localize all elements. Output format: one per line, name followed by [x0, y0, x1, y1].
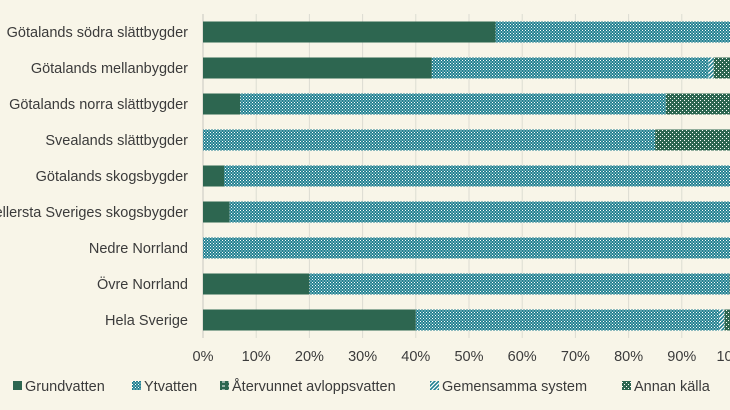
legend-swatch	[430, 381, 439, 390]
bar-segment	[240, 93, 666, 115]
bar-segment	[495, 21, 730, 43]
legend-label: Ytvatten	[144, 379, 197, 395]
bar-segment	[224, 165, 730, 187]
category-label: Mellersta Sveriges skogsbygder	[0, 205, 188, 221]
x-tick-label: 90%	[667, 349, 696, 365]
bar-segment	[203, 201, 230, 223]
bar-segment	[713, 57, 730, 79]
x-tick-label: 30%	[348, 349, 377, 365]
category-label: Götalands mellanbygder	[31, 61, 188, 77]
bars	[203, 21, 730, 331]
bar-segment	[415, 309, 720, 331]
x-tick-label: 60%	[508, 349, 537, 365]
bar-segment	[203, 165, 225, 187]
bar-segment	[203, 57, 432, 79]
legend-label: Återvunnet avloppsvatten	[232, 378, 396, 395]
bar-segment	[203, 129, 656, 151]
x-tick-label: 50%	[454, 349, 483, 365]
legend-swatch	[220, 381, 229, 390]
category-labels: Götalands södra slättbygder Götalands mel…	[0, 25, 188, 329]
x-tick-label: 80%	[614, 349, 643, 365]
bar-segment	[203, 21, 496, 43]
legend-swatch	[622, 381, 631, 390]
x-tick-label: 40%	[401, 349, 430, 365]
bar-segment	[229, 201, 730, 223]
legend-swatch	[13, 381, 22, 390]
x-tick-label: 70%	[561, 349, 590, 365]
legend-swatch	[132, 381, 141, 390]
category-label: Svealands slättbygder	[45, 133, 188, 149]
x-tick-label: 10%	[242, 349, 271, 365]
category-label: Götalands södra slättbygder	[7, 25, 189, 41]
bar-segment	[203, 309, 416, 331]
x-tick-labels: 0% 10% 20% 30% 40% 50% 60% 70% 80% 90% 100%	[193, 349, 730, 365]
x-tick-label: 0%	[193, 349, 214, 365]
category-label: Nedre Norrland	[89, 241, 188, 257]
category-label: Hela Sverige	[105, 313, 188, 329]
bar-segment	[724, 309, 730, 331]
bar-segment	[309, 273, 730, 295]
bar-segment	[203, 273, 310, 295]
bar-segment	[655, 129, 730, 151]
category-label: Övre Norrland	[97, 275, 188, 293]
bar-segment	[708, 57, 714, 79]
bar-segment	[719, 309, 725, 331]
bar-segment	[203, 93, 241, 115]
x-tick-label: 20%	[295, 349, 324, 365]
category-label: Götalands norra slättbygder	[9, 97, 188, 113]
legend-label: Annan källa	[634, 379, 711, 395]
legend-label: Gemensamma system	[442, 379, 587, 395]
legend-label: Grundvatten	[25, 379, 105, 395]
category-label: Götalands skogsbygder	[36, 169, 189, 185]
x-tick-label: 100%	[716, 349, 730, 365]
bar-segment	[431, 57, 709, 79]
bar-segment	[203, 237, 730, 259]
legend: Grundvatten Ytvatten Återvunnet avloppsvat…	[13, 378, 711, 395]
bar-segment	[665, 93, 730, 115]
